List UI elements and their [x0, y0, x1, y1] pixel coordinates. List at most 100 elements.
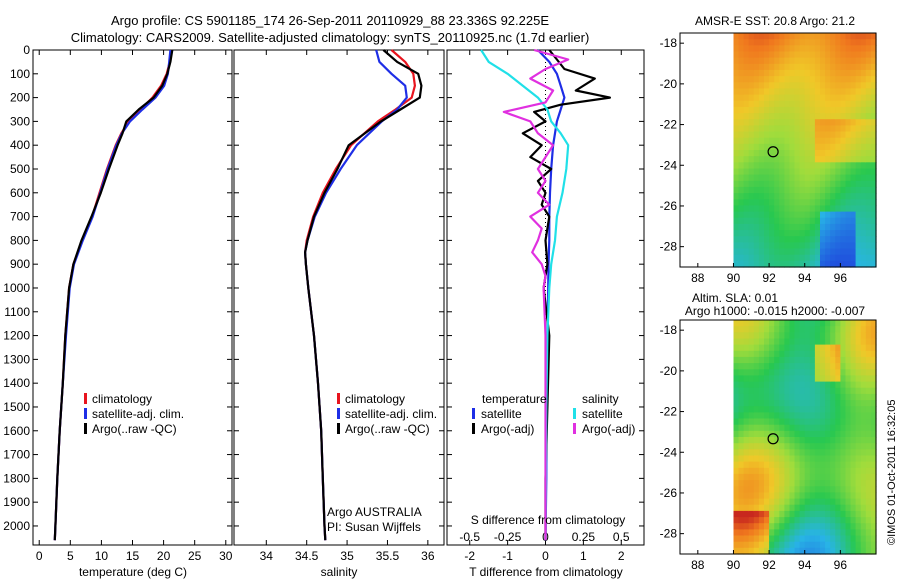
map-cell — [764, 517, 770, 524]
map-cell — [814, 467, 821, 475]
map-cell — [748, 106, 755, 114]
map-cell — [748, 45, 755, 53]
map-cell — [784, 547, 791, 555]
map-cell — [820, 162, 826, 170]
map-cell — [758, 150, 765, 157]
map-cell — [855, 51, 862, 59]
map-cell — [870, 461, 877, 469]
map-cell — [743, 467, 750, 475]
map-cell — [774, 45, 780, 53]
map-cell — [830, 393, 836, 401]
map-cell — [779, 248, 785, 256]
map-cell — [860, 193, 867, 200]
map-cell — [753, 320, 760, 327]
map-cell — [758, 437, 765, 444]
map-cell — [855, 529, 862, 537]
map-cell — [764, 156, 770, 163]
map-cell — [845, 106, 852, 114]
map-cell — [855, 461, 862, 469]
map-cell — [850, 418, 857, 426]
map-cell — [820, 33, 826, 40]
map-cell — [789, 230, 796, 237]
map-cell — [774, 381, 780, 389]
map-cell — [860, 137, 867, 145]
map-cell — [789, 473, 796, 481]
map-cell — [799, 498, 806, 506]
map-cell — [835, 82, 841, 90]
map-cell — [738, 242, 745, 250]
map-cell — [753, 412, 760, 420]
map-cell — [743, 223, 750, 231]
map-cell — [738, 88, 745, 96]
map-cell — [799, 156, 806, 163]
map-cell — [825, 168, 831, 176]
map-cell — [748, 230, 755, 237]
map-cell — [733, 424, 740, 432]
map-cell — [855, 193, 862, 200]
map-cell — [855, 332, 862, 340]
map-cell — [779, 486, 785, 494]
map-cell — [850, 430, 857, 438]
map-cell — [860, 369, 867, 377]
map-cell — [769, 223, 775, 231]
map-cell — [814, 162, 821, 170]
map-cell — [814, 150, 821, 157]
map-cell — [774, 356, 780, 364]
map-cell — [840, 100, 847, 108]
map-cell — [835, 211, 841, 219]
legend-label-argo: Argo(..raw -QC) — [92, 422, 177, 436]
map-cell — [850, 223, 857, 231]
map-cell — [743, 211, 750, 219]
map-cell — [758, 131, 765, 139]
map-cell — [804, 57, 811, 65]
salinity-legend: climatology satellite-adj. clim. Argo(..… — [327, 392, 437, 534]
map-cell — [733, 369, 740, 377]
map-cell — [850, 33, 857, 40]
map-cell — [733, 143, 740, 151]
map-cell — [809, 332, 816, 340]
map-cell — [809, 223, 816, 231]
map-cell — [769, 193, 775, 200]
map-cell — [860, 517, 867, 524]
map-cell — [804, 217, 811, 225]
map-cell — [748, 406, 755, 413]
map-cell — [789, 344, 796, 352]
map-cell — [855, 418, 862, 426]
map-cell — [809, 217, 816, 225]
map-cell — [769, 320, 775, 327]
map-cell — [835, 430, 841, 438]
map-cell — [764, 230, 770, 237]
map-cell — [764, 535, 770, 543]
x-tick-label: 94 — [798, 558, 812, 572]
map-cell — [820, 406, 826, 413]
map-cell — [738, 143, 745, 151]
map-cell — [840, 320, 847, 327]
map-cell — [825, 510, 831, 518]
map-cell — [855, 338, 862, 346]
map-cell — [764, 449, 770, 457]
map-cell — [809, 430, 816, 438]
map-cell — [743, 320, 750, 327]
map-cell — [845, 320, 852, 327]
map-cell — [835, 363, 841, 370]
map-cell — [733, 230, 740, 237]
map-cell — [845, 486, 852, 494]
map-cell — [835, 510, 841, 518]
map-cell — [814, 338, 821, 346]
map-cell — [865, 82, 872, 90]
map-cell — [774, 174, 780, 182]
map-cell — [733, 211, 740, 219]
map-cell — [799, 467, 806, 475]
map-cell — [865, 430, 872, 438]
map-cell — [840, 424, 847, 432]
map-cell — [845, 57, 852, 65]
map-cell — [794, 356, 801, 364]
map-cell — [814, 63, 821, 71]
map-cell — [865, 137, 872, 145]
map-cell — [748, 338, 755, 346]
map-cell — [779, 199, 785, 207]
map-cell — [794, 88, 801, 96]
map-cell — [855, 63, 862, 71]
map-cell — [789, 535, 796, 543]
map-cell — [774, 344, 780, 352]
